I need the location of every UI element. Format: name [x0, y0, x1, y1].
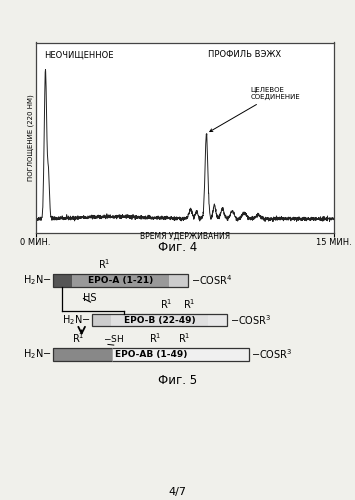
Text: $-$SH: $-$SH — [103, 332, 124, 344]
Bar — [112, 348, 248, 360]
Bar — [53, 274, 188, 286]
Bar — [53, 274, 72, 286]
Text: $-$COSR$^3$: $-$COSR$^3$ — [251, 348, 293, 361]
Text: EPO-AB (1-49): EPO-AB (1-49) — [115, 350, 187, 359]
Text: HS: HS — [83, 292, 97, 302]
Bar — [208, 314, 227, 326]
Bar — [92, 314, 111, 326]
Text: R$^1$: R$^1$ — [148, 332, 161, 345]
Bar — [53, 274, 188, 286]
Text: H$_2$N$-$: H$_2$N$-$ — [23, 348, 51, 361]
Bar — [92, 314, 227, 326]
Text: Фиг. 4: Фиг. 4 — [158, 241, 197, 254]
Bar — [53, 348, 248, 360]
Bar — [53, 348, 112, 360]
Text: Фиг. 5: Фиг. 5 — [158, 374, 197, 387]
Text: R$^1$: R$^1$ — [160, 298, 173, 311]
Text: НЕОЧИЩЕННОЕ: НЕОЧИЩЕННОЕ — [44, 50, 114, 59]
Text: R$^1$: R$^1$ — [72, 332, 85, 345]
Y-axis label: ПОГЛОЩЕНИЕ (220 НМ): ПОГЛОЩЕНИЕ (220 НМ) — [28, 94, 34, 181]
Text: R$^1$: R$^1$ — [178, 332, 190, 345]
Bar — [169, 274, 188, 286]
Text: ВРЕМЯ УДЕРЖИВАНИЯ: ВРЕМЯ УДЕРЖИВАНИЯ — [140, 232, 230, 240]
Text: $-$COSR$^4$: $-$COSR$^4$ — [191, 274, 232, 287]
Text: H$_2$N$-$: H$_2$N$-$ — [62, 314, 91, 327]
Text: R$^1$: R$^1$ — [183, 298, 196, 311]
Text: H$_2$N$-$: H$_2$N$-$ — [23, 274, 51, 287]
Text: EPO-B (22-49): EPO-B (22-49) — [124, 316, 196, 324]
Text: ПРОФИЛЬ ВЭЖХ: ПРОФИЛЬ ВЭЖХ — [208, 50, 281, 59]
Text: $-$COSR$^3$: $-$COSR$^3$ — [230, 314, 271, 327]
Text: 4/7: 4/7 — [169, 488, 186, 498]
Text: ЦЕЛЕВОЕ
СОЕДИНЕНИЕ: ЦЕЛЕВОЕ СОЕДИНЕНИЕ — [210, 87, 300, 132]
Text: EPO-A (1-21): EPO-A (1-21) — [88, 276, 153, 285]
Bar — [92, 314, 227, 326]
Text: R$^1$: R$^1$ — [98, 258, 111, 272]
